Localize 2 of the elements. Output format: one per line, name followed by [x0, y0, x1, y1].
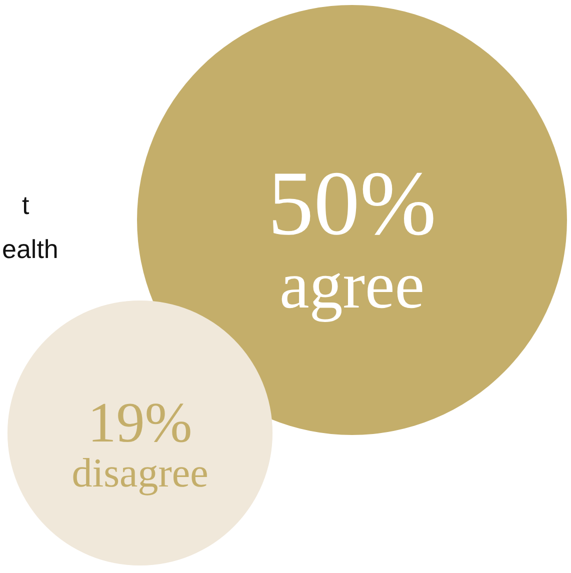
- text: t: [22, 190, 30, 220]
- text: ealth: [2, 234, 58, 264]
